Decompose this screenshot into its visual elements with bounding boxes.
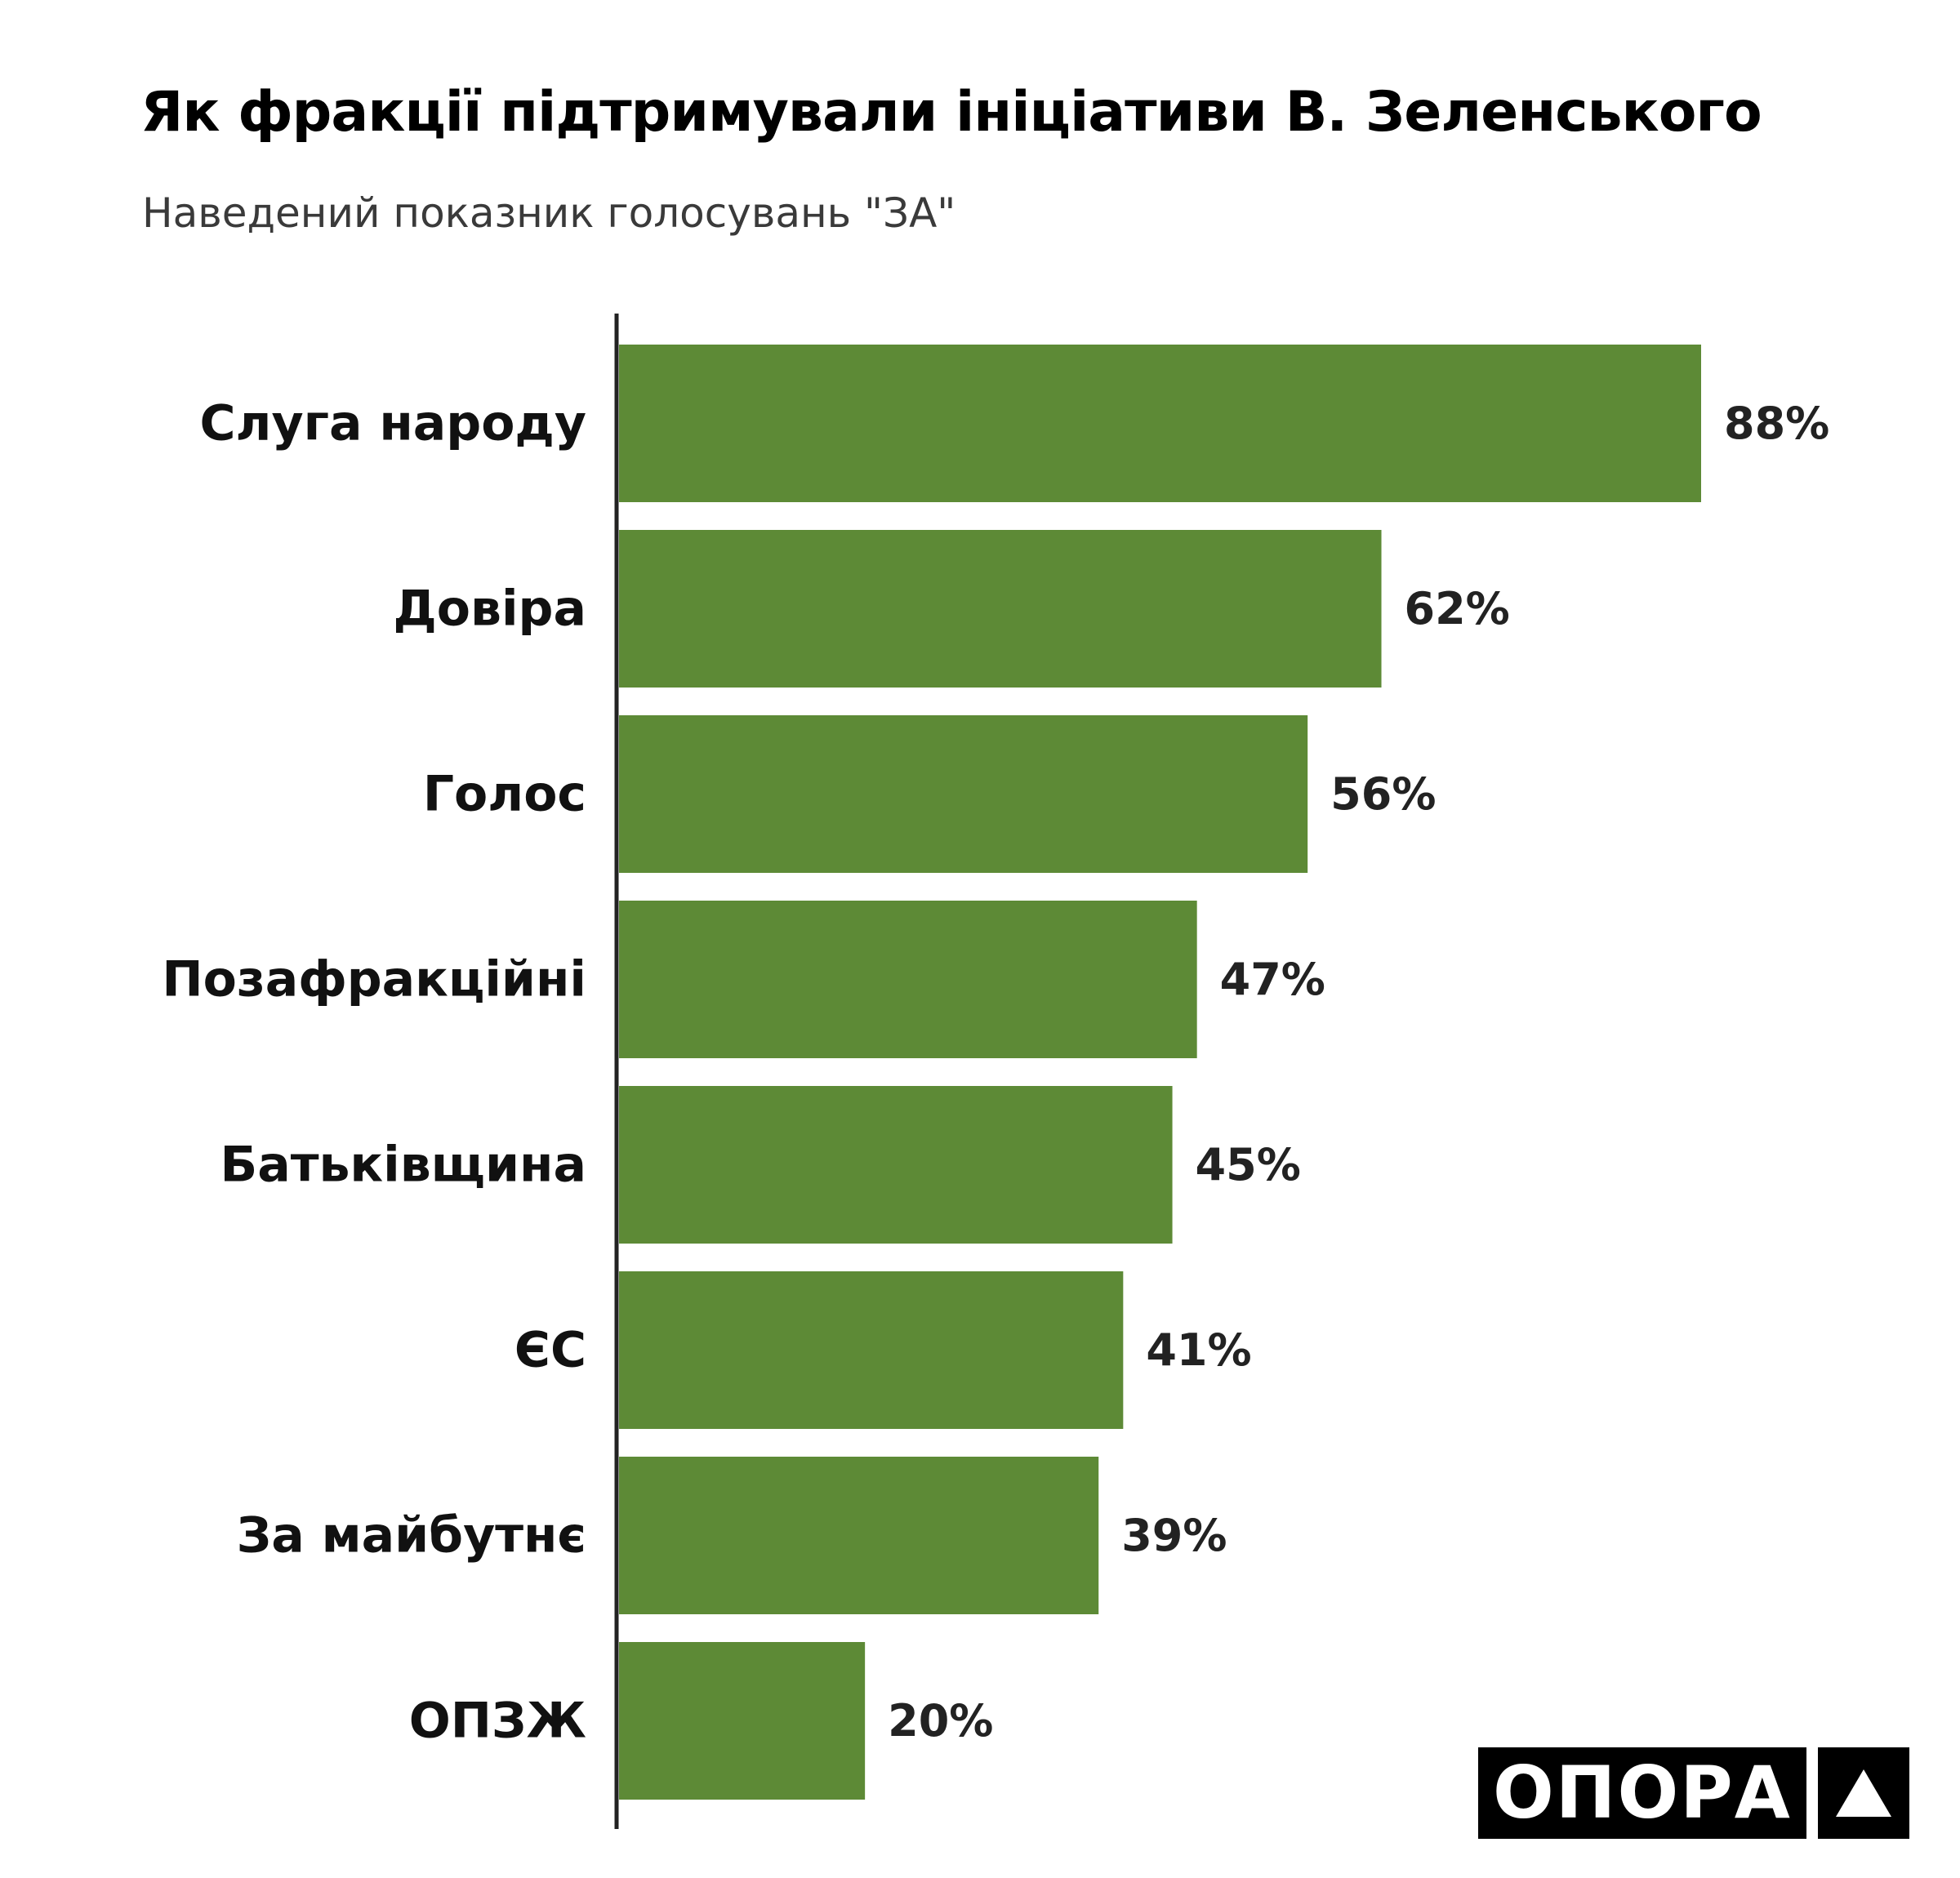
value-label: 41% [1146, 1324, 1251, 1376]
category-label: ЄС [514, 1322, 586, 1379]
triangle-icon [1817, 1747, 1909, 1839]
value-label: 45% [1196, 1139, 1301, 1190]
bar [619, 1086, 1173, 1244]
category-label: ОПЗЖ [409, 1693, 586, 1750]
value-label: 88% [1724, 398, 1829, 449]
opora-logo: ОПОРА [1478, 1747, 1909, 1839]
chart-subtitle: Наведений показник голосувань "ЗА" [142, 189, 956, 237]
bar [619, 715, 1308, 873]
value-label: 62% [1405, 583, 1510, 634]
category-label: Слуга народу [200, 395, 587, 452]
bar [619, 1271, 1124, 1429]
bar [619, 901, 1197, 1058]
value-label: 56% [1330, 768, 1436, 820]
bar [619, 530, 1382, 688]
value-label: 39% [1121, 1510, 1227, 1561]
bar [619, 1642, 866, 1800]
chart-title: Як фракції підтримували ініціативи В. Зе… [140, 80, 1762, 145]
bar [619, 1457, 1099, 1614]
category-label: За майбутнє [237, 1507, 586, 1564]
category-label: Батьківщина [220, 1137, 586, 1194]
category-label: Позафракційні [162, 951, 586, 1008]
logo-text: ОПОРА [1478, 1747, 1806, 1839]
bar [619, 345, 1701, 502]
value-label: 20% [888, 1695, 993, 1747]
category-label: Голос [423, 766, 586, 823]
category-label: Довіра [393, 581, 586, 638]
value-label: 47% [1220, 954, 1325, 1005]
